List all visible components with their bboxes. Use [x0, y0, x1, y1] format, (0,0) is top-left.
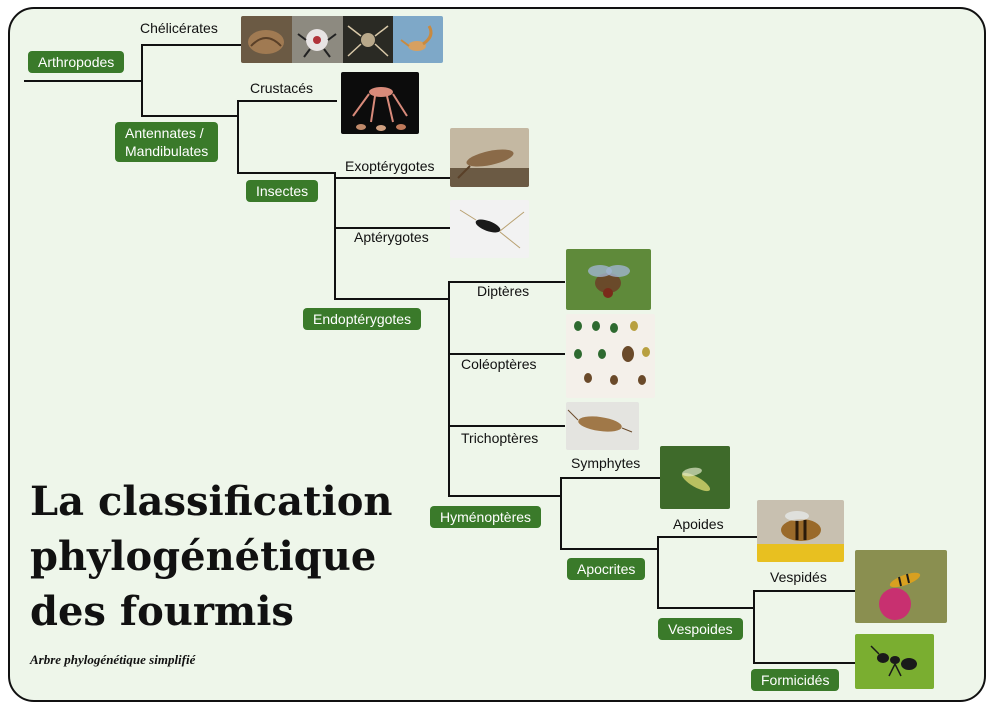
- title-line-1: La classification: [30, 478, 393, 525]
- label-apoides: Apoides: [673, 516, 724, 532]
- horseshoe-crab-image: [241, 16, 292, 63]
- node-hymenopteres: Hyménoptères: [430, 506, 542, 528]
- node-endopterygotes: Endoptérygotes: [303, 308, 422, 330]
- node-apocrites: Apocrites: [567, 558, 646, 580]
- label-apterygotes: Aptérygotes: [354, 229, 429, 245]
- label-crustaces: Crustacés: [250, 80, 314, 96]
- scorpion-image: [393, 16, 443, 63]
- node-antennates-line2: Mandibulates: [125, 143, 209, 159]
- label-chelicerates: Chélicérates: [140, 20, 218, 36]
- node-arthropodes: Arthropodes: [28, 51, 125, 73]
- label-vespides: Vespidés: [770, 569, 827, 585]
- page-subtitle: Arbre phylogénétique simplifié: [30, 652, 196, 667]
- fly-image: [566, 249, 651, 310]
- label-trichopteres: Trichoptères: [461, 430, 539, 446]
- label-exopterygotes: Exoptérygotes: [345, 158, 435, 174]
- grasshopper-image: [450, 128, 529, 187]
- page-title: La classification phylogénétique des fou…: [30, 474, 392, 639]
- sawfly-image: [660, 446, 730, 509]
- node-formicides: Formicidés: [751, 669, 840, 691]
- chelicerates-photo-strip: [241, 16, 443, 63]
- node-antennates-mandibulates: Antennates / Mandibulates: [115, 122, 219, 162]
- spider-image: [343, 16, 393, 63]
- label-coleopteres: Coléoptères: [461, 356, 537, 372]
- label-dipteres: Diptères: [477, 283, 530, 299]
- caddisfly-image: [566, 402, 639, 450]
- node-insectes: Insectes: [246, 180, 319, 202]
- crustaceans-image: [341, 72, 419, 134]
- title-line-3: des fourmis: [30, 588, 294, 635]
- node-antennates-line1: Antennates /: [125, 125, 204, 141]
- title-line-2: phylogénétique: [30, 533, 377, 580]
- beetles-image: [566, 314, 655, 398]
- wasp-image: [855, 550, 947, 623]
- node-vespoides: Vespoides: [658, 618, 743, 640]
- spiny-spider-image: [292, 16, 343, 63]
- silverfish-image: [450, 200, 529, 258]
- label-symphytes: Symphytes: [571, 455, 641, 471]
- ant-image: [855, 634, 934, 689]
- honeybee-image: [757, 500, 844, 562]
